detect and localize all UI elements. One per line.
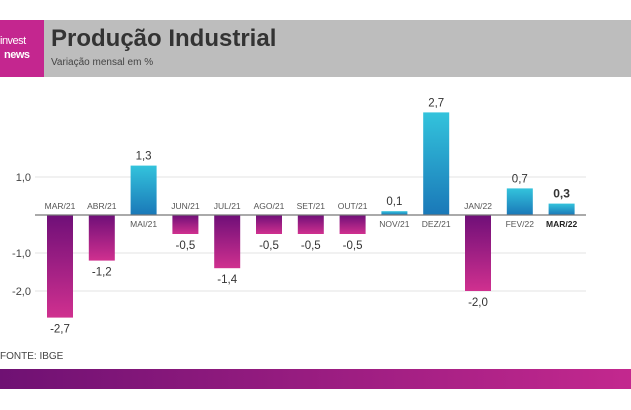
data-label: -2,0 (468, 297, 488, 309)
bar (256, 215, 282, 234)
data-label: -0,5 (175, 240, 195, 252)
bar (381, 211, 408, 215)
x-tick-label: ABR/21 (87, 201, 117, 211)
bar (548, 203, 575, 215)
bar (214, 215, 241, 269)
x-tick-label: JAN/22 (464, 201, 492, 211)
data-label: -1,2 (92, 267, 112, 279)
bar (423, 112, 450, 215)
x-tick-label: MAR/22 (546, 219, 577, 229)
x-tick-label: OUT/21 (338, 201, 368, 211)
bar (339, 215, 366, 234)
data-label: -0,5 (343, 240, 363, 252)
x-tick-label: JUL/21 (214, 201, 241, 211)
y-tick-label: -2,0 (12, 286, 31, 298)
data-label: -2,7 (50, 324, 70, 336)
data-label: 0,1 (386, 196, 402, 208)
data-label: -1,4 (217, 274, 237, 286)
bar (172, 215, 199, 234)
x-tick-label: SET/21 (297, 201, 326, 211)
source-note: FONTE: IBGE (0, 351, 64, 362)
x-tick-label: FEV/22 (506, 219, 535, 229)
data-label: 1,3 (136, 151, 152, 163)
y-tick-label: -1,0 (12, 248, 31, 260)
logo: invest news (0, 20, 44, 77)
data-label: 0,3 (553, 187, 570, 201)
x-tick-label: NOV/21 (379, 219, 410, 229)
header-bar (0, 20, 631, 77)
logo-text-news: news (4, 49, 30, 61)
chart-title: Produção Industrial (51, 25, 277, 52)
bar (88, 215, 115, 261)
bar (506, 188, 533, 215)
y-tick-label: 1,0 (16, 172, 31, 184)
x-tick-label: DEZ/21 (422, 219, 451, 229)
x-tick-label: MAI/21 (130, 219, 157, 229)
data-label: -0,5 (301, 240, 321, 252)
bar (130, 165, 157, 215)
bar (465, 215, 491, 291)
data-label: 0,7 (512, 173, 528, 185)
bar (297, 215, 324, 234)
x-tick-label: AGO/21 (254, 201, 285, 211)
logo-text-invest: invest (0, 35, 26, 47)
x-tick-label: MAR/21 (45, 201, 76, 211)
bar (47, 215, 73, 318)
data-label: -0,5 (259, 240, 279, 252)
footer-gradient-bar (0, 369, 631, 389)
data-label: 2,7 (428, 97, 444, 109)
x-tick-label: JUN/21 (171, 201, 200, 211)
chart-subtitle: Variação mensal em % (51, 57, 154, 68)
